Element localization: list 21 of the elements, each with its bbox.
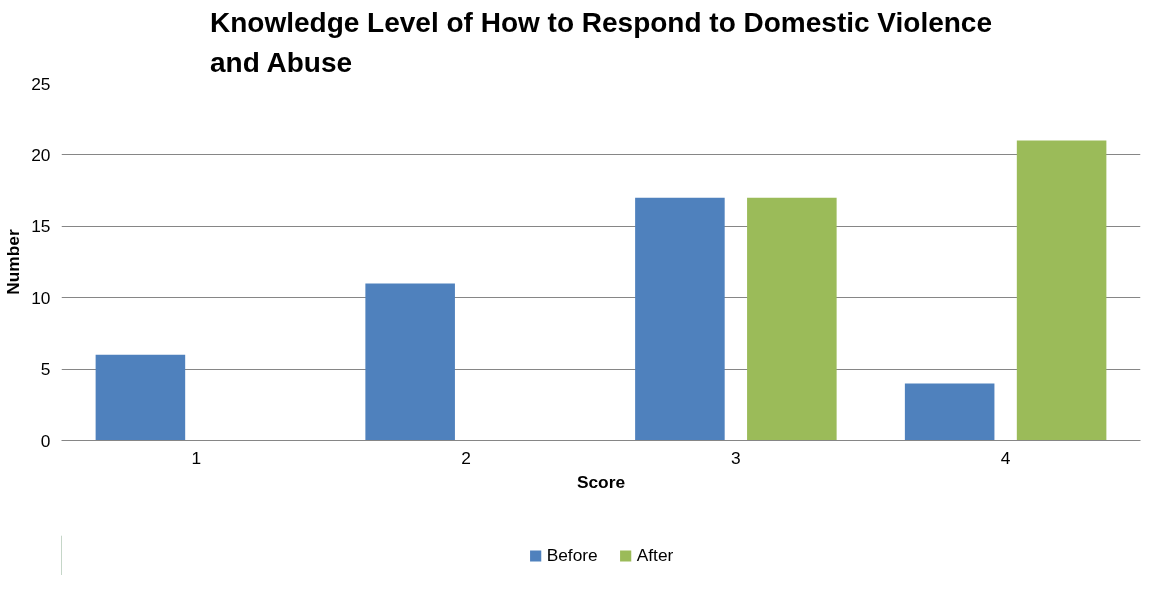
y-tick-label: 25: [31, 73, 51, 94]
bar: [95, 354, 186, 441]
x-tick-label: 2: [461, 447, 471, 468]
y-tick-label: 10: [31, 287, 51, 308]
y-tick-label: 15: [31, 216, 51, 237]
legend-label: Before: [546, 544, 598, 566]
y-tick-label: 20: [31, 144, 51, 165]
x-tick-label: 1: [191, 447, 202, 468]
x-tick-label: 3: [731, 447, 741, 468]
bar: [747, 197, 837, 441]
bar: [365, 283, 455, 441]
y-tick-label: 5: [40, 359, 51, 380]
bar: [635, 197, 725, 441]
legend-label: After: [636, 544, 674, 566]
chart-title: Knowledge Level of How to Respond to Domestic Violence and Abuse: [209, 7, 993, 79]
y-tick-label: 0: [40, 430, 51, 451]
x-axis-title: Score: [576, 471, 626, 492]
x-tick-label: 4: [1000, 447, 1011, 468]
bar: [904, 383, 995, 441]
y-axis-title: Number: [3, 229, 24, 295]
bar: [1016, 140, 1107, 441]
